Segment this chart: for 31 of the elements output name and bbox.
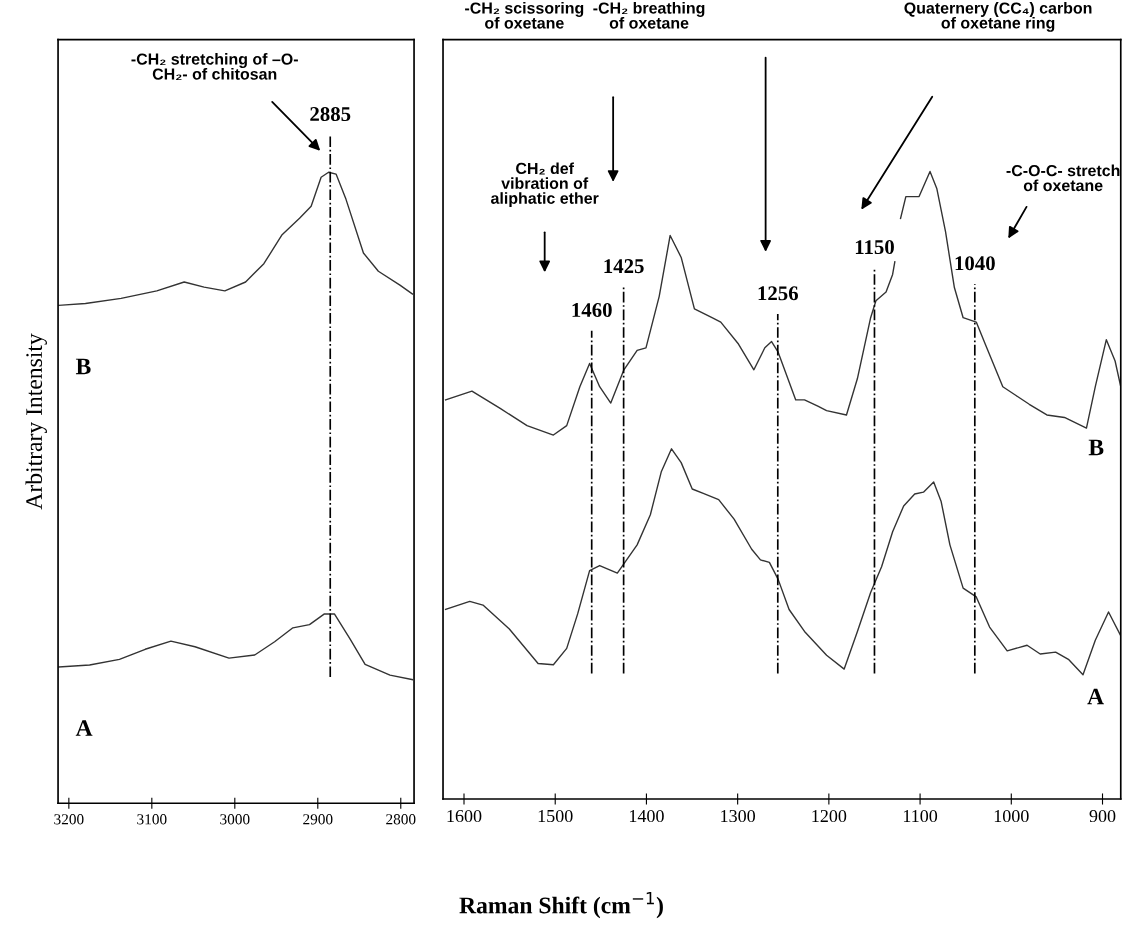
text: B bbox=[75, 358, 91, 375]
x-tick-label: 1500 bbox=[538, 809, 573, 823]
text: -CH₂ breathing of oxetane bbox=[593, 1, 705, 29]
x-tick-label: 3200 bbox=[54, 814, 84, 825]
text: -CH₂ stretching of –O- CH₂- of chitosan bbox=[131, 53, 298, 81]
text: Quaternery (CC₄) carbon of oxetane ring bbox=[904, 1, 1092, 32]
text: -CH₂ scissoring of oxetane bbox=[465, 1, 584, 29]
text: A bbox=[75, 720, 93, 736]
x-tick-label: 3100 bbox=[137, 814, 167, 825]
x-tick-label: 1300 bbox=[721, 809, 756, 823]
x-axis-title: Raman Shift (cm$^{−1}$) bbox=[459, 892, 663, 919]
ref-line-label: 1040 bbox=[955, 256, 995, 271]
ref-line-label: 1460 bbox=[572, 302, 612, 318]
ref-line-label: 1425 bbox=[604, 259, 644, 274]
annotation: -C-O-C- stretch of oxetane bbox=[1006, 164, 1120, 192]
series-label: B bbox=[1088, 439, 1104, 456]
annotation: CH₂ def vibration of aliphatic ether bbox=[491, 162, 599, 208]
x-tick-label: 3000 bbox=[220, 814, 250, 825]
x-tick-label: 2900 bbox=[303, 814, 333, 825]
ref-line-label: 2885 bbox=[310, 107, 351, 122]
x-tick-label: 2800 bbox=[386, 814, 416, 825]
x-tick-label: 1000 bbox=[994, 809, 1029, 823]
series-label: A bbox=[1087, 688, 1104, 705]
x-tick-label: 1400 bbox=[629, 809, 664, 823]
ref-line-label: 1150 bbox=[855, 240, 894, 255]
ref-line-label: 1256 bbox=[758, 286, 799, 301]
x-tick-label: 1600 bbox=[447, 809, 482, 823]
x-tick-label: 1100 bbox=[903, 809, 938, 823]
x-tick-label: 900 bbox=[1089, 809, 1116, 823]
x-tick-label: 1200 bbox=[812, 809, 847, 823]
y-axis-title: Arbitrary Intensity bbox=[25, 333, 47, 510]
